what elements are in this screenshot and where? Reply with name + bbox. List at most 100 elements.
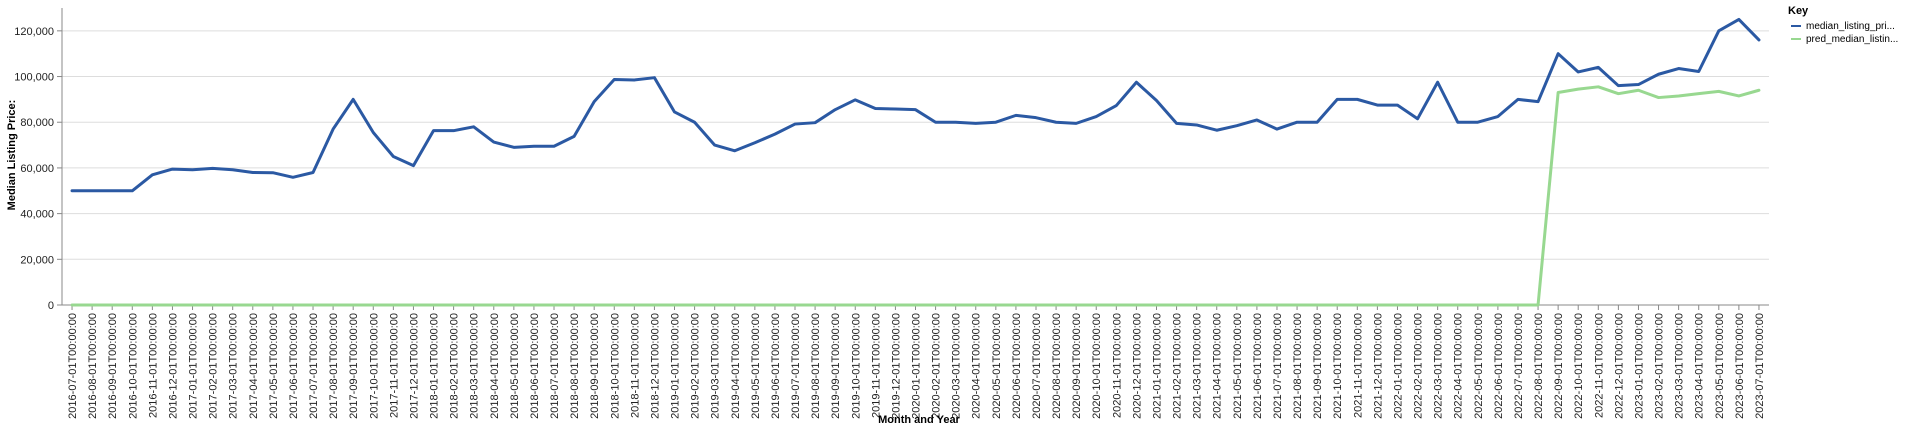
x-tick-label: 2021-11-01T00:00:00 [1352, 313, 1364, 418]
y-tick-label: 120,000 [14, 26, 54, 38]
y-tick-label: 100,000 [14, 72, 54, 84]
x-tick-label: 2019-06-01T00:00:00 [770, 313, 782, 419]
x-tick-label: 2019-07-01T00:00:00 [790, 313, 802, 419]
x-tick-label: 2018-08-01T00:00:00 [569, 313, 581, 419]
x-tick-label: 2021-01-01T00:00:00 [1151, 313, 1163, 419]
x-axis-title: Month and Year [878, 414, 960, 426]
x-tick-label: 2022-01-01T00:00:00 [1392, 313, 1404, 419]
x-tick-label: 2022-12-01T00:00:00 [1613, 313, 1625, 419]
legend-label-0: median_listing_pri... [1806, 21, 1895, 32]
x-tick-label: 2017-03-01T00:00:00 [228, 313, 240, 419]
x-tick-label: 2018-05-01T00:00:00 [509, 313, 521, 419]
x-tick-label: 2020-05-01T00:00:00 [991, 313, 1003, 419]
x-tick-label: 2016-12-01T00:00:00 [167, 313, 179, 419]
x-tick-label: 2019-05-01T00:00:00 [750, 313, 762, 419]
x-tick-label: 2019-01-01T00:00:00 [670, 313, 682, 419]
x-tick-label: 2017-09-01T00:00:00 [348, 313, 360, 419]
x-tick-label: 2021-05-01T00:00:00 [1232, 313, 1244, 419]
x-tick-label: 2020-10-01T00:00:00 [1091, 313, 1103, 419]
x-tick-label: 2017-05-01T00:00:00 [268, 313, 280, 419]
series-layer [70, 17, 1761, 307]
y-tick-label: 0 [48, 300, 54, 312]
legend-title: Key [1788, 5, 1809, 17]
x-tick-label: 2021-10-01T00:00:00 [1332, 313, 1344, 419]
y-axis-title: Median Listing Price: [6, 100, 18, 211]
x-tick-label: 2021-09-01T00:00:00 [1312, 313, 1324, 419]
x-tick-label: 2018-02-01T00:00:00 [449, 313, 461, 419]
x-tick-label: 2018-07-01T00:00:00 [549, 313, 561, 419]
grid-lines [62, 30, 1769, 306]
x-tick-label: 2022-10-01T00:00:00 [1573, 313, 1585, 419]
x-tick-label: 2018-06-01T00:00:00 [529, 313, 541, 419]
x-axis: 2016-07-01T00:00:00 2016-08-01T00:00:00 20… [62, 304, 1769, 419]
x-tick-label: 2017-02-01T00:00:00 [208, 313, 220, 419]
x-tick-label: 2022-05-01T00:00:00 [1473, 313, 1485, 419]
x-tick-label: 2020-01-01T00:00:00 [911, 313, 923, 419]
x-tick-label: 2020-08-01T00:00:00 [1051, 313, 1063, 419]
x-tick-label: 2023-04-01T00:00:00 [1694, 313, 1706, 419]
x-tick-label: 2021-12-01T00:00:00 [1372, 313, 1384, 419]
x-tick-label: 2019-10-01T00:00:00 [850, 313, 862, 419]
x-tick-label: 2017-08-01T00:00:00 [328, 313, 340, 419]
x-tick-label: 2021-07-01T00:00:00 [1272, 313, 1284, 419]
x-tick-label: 2022-11-01T00:00:00 [1593, 313, 1605, 418]
x-tick-label: 2017-04-01T00:00:00 [248, 313, 260, 419]
legend-items: median_listing_pri... pred_median_listin.… [1791, 21, 1898, 45]
x-tick-label: 2020-02-01T00:00:00 [931, 313, 943, 419]
x-tick-label: 2016-11-01T00:00:00 [147, 313, 159, 418]
x-tick-label: 2021-08-01T00:00:00 [1292, 313, 1304, 419]
x-tick-label: 2020-07-01T00:00:00 [1031, 313, 1043, 419]
x-tick-label: 2021-02-01T00:00:00 [1172, 313, 1184, 419]
x-tick-label: 2019-12-01T00:00:00 [890, 313, 902, 419]
x-tick-label: 2020-04-01T00:00:00 [971, 313, 983, 419]
x-tick-label: 2022-03-01T00:00:00 [1433, 313, 1445, 419]
x-tick-label: 2020-03-01T00:00:00 [951, 313, 963, 419]
x-tick-label: 2019-02-01T00:00:00 [690, 313, 702, 419]
x-tick-label: 2017-10-01T00:00:00 [368, 313, 380, 419]
series-line-0 [70, 17, 1761, 193]
x-tick-label: 2016-10-01T00:00:00 [127, 313, 139, 419]
x-tick-label: 2023-06-01T00:00:00 [1734, 313, 1746, 419]
x-tick-label: 2022-07-01T00:00:00 [1513, 313, 1525, 419]
x-tick-label: 2018-04-01T00:00:00 [489, 313, 501, 419]
x-tick-label: 2019-08-01T00:00:00 [810, 313, 822, 419]
x-tick-label: 2023-01-01T00:00:00 [1633, 313, 1645, 419]
x-tick-label: 2017-01-01T00:00:00 [188, 313, 200, 419]
x-tick-label: 2022-02-01T00:00:00 [1413, 313, 1425, 419]
x-tick-label: 2019-03-01T00:00:00 [710, 313, 722, 419]
x-tick-label: 2019-09-01T00:00:00 [830, 313, 842, 419]
x-tick-label: 2016-09-01T00:00:00 [107, 313, 119, 419]
x-tick-label: 2017-06-01T00:00:00 [288, 313, 300, 419]
x-tick-label: 2017-11-01T00:00:00 [388, 313, 400, 418]
x-tick-label: 2017-07-01T00:00:00 [308, 313, 320, 419]
x-tick-label: 2022-04-01T00:00:00 [1453, 313, 1465, 419]
legend: Key median_listing_pri... pred_median_lis… [1788, 5, 1898, 45]
x-tick-label: 2018-09-01T00:00:00 [589, 313, 601, 419]
y-tick-label: 20,000 [20, 254, 54, 266]
x-tick-label: 2018-11-01T00:00:00 [629, 313, 641, 418]
x-tick-label: 2018-12-01T00:00:00 [649, 313, 661, 419]
x-tick-label: 2022-06-01T00:00:00 [1493, 313, 1505, 419]
x-tick-label: 2020-09-01T00:00:00 [1071, 313, 1083, 419]
y-tick-label: 60,000 [20, 163, 54, 175]
x-tick-label: 2023-05-01T00:00:00 [1714, 313, 1726, 419]
x-tick-label: 2022-09-01T00:00:00 [1553, 313, 1565, 419]
y-tick-label: 80,000 [20, 117, 54, 129]
x-tick-label: 2021-04-01T00:00:00 [1212, 313, 1224, 419]
x-tick-label: 2017-12-01T00:00:00 [408, 313, 420, 419]
x-tick-label: 2021-03-01T00:00:00 [1192, 313, 1204, 419]
x-tick-label: 2022-08-01T00:00:00 [1533, 313, 1545, 419]
x-tick-label: 2016-07-01T00:00:00 [67, 313, 79, 419]
legend-label-1: pred_median_listin... [1806, 34, 1898, 45]
x-tick-label: 2018-01-01T00:00:00 [429, 313, 441, 419]
x-tick-label: 2018-10-01T00:00:00 [609, 313, 621, 419]
x-tick-label: 2016-08-01T00:00:00 [87, 313, 99, 419]
x-tick-label: 2023-07-01T00:00:00 [1754, 313, 1766, 419]
x-tick-label: 2021-06-01T00:00:00 [1252, 313, 1264, 419]
x-tick-label: 2019-11-01T00:00:00 [870, 313, 882, 418]
x-tick-label: 2019-04-01T00:00:00 [730, 313, 742, 419]
x-tick-label: 2023-02-01T00:00:00 [1654, 313, 1666, 419]
x-tick-label: 2020-06-01T00:00:00 [1011, 313, 1023, 419]
series-line-1 [70, 85, 1761, 307]
